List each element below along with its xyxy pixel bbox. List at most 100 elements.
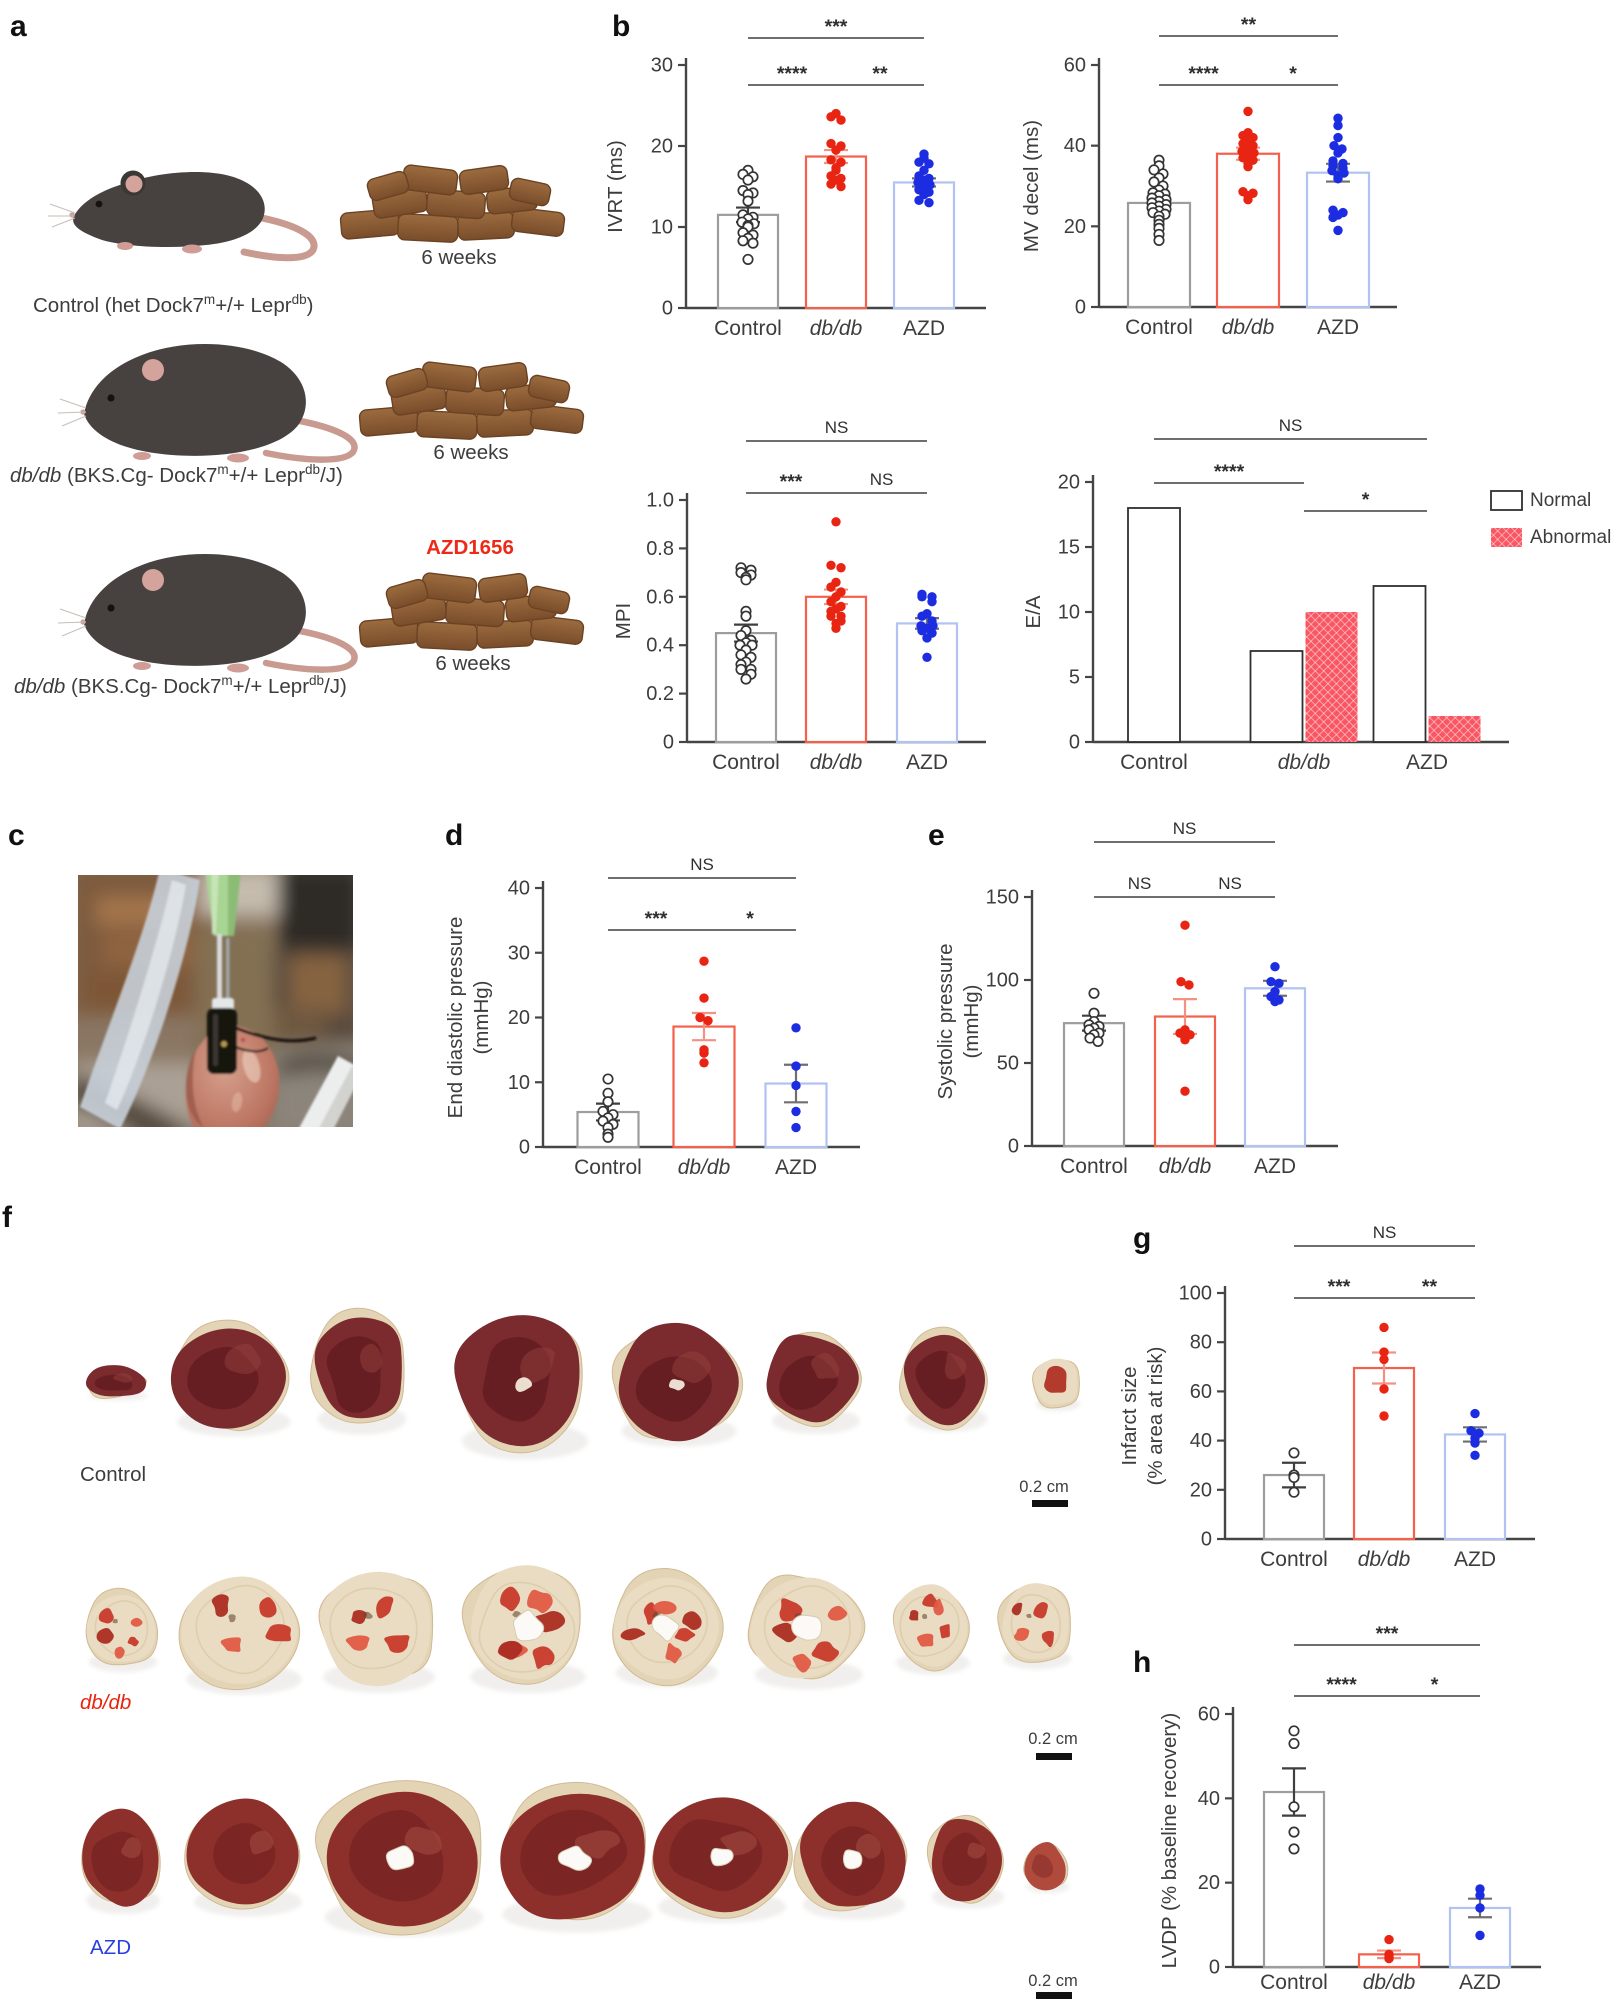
data-point <box>740 574 752 586</box>
heart-slice <box>454 1315 588 1460</box>
photo-tube-highlight <box>105 880 186 1110</box>
data-point <box>747 237 759 249</box>
points-Control <box>1288 1447 1300 1498</box>
x-category-label: AZD <box>775 1156 817 1179</box>
x-category-label: AZD <box>1254 1155 1296 1178</box>
slice-infarct-patch <box>498 1640 523 1660</box>
sig-label: **** <box>1326 1674 1357 1696</box>
data-point <box>1180 1086 1190 1096</box>
bar-db/db <box>1352 1366 1416 1541</box>
y-tick-label: 0.6 <box>646 586 674 608</box>
y-tick-label: 0 <box>1008 1136 1019 1158</box>
y-tick-label: 150 <box>986 887 1019 909</box>
slice-speck <box>363 1611 373 1619</box>
mouse-label-dbdb: db/db (BKS.Cg- Dock7m+/+ Leprdb/J) <box>10 462 343 487</box>
data-point <box>1384 1934 1394 1945</box>
heart-slice <box>310 1307 407 1435</box>
data-point <box>791 1122 801 1133</box>
x-category-label: db/db <box>1358 1548 1411 1571</box>
slice-ring <box>478 1581 576 1673</box>
data-point <box>826 155 836 165</box>
slice-patch <box>404 1826 442 1855</box>
f-row-label-azd: AZD <box>90 1936 131 1959</box>
y-tick-label: 20 <box>651 136 673 158</box>
photo-cannula2 <box>226 938 230 1006</box>
slice-infarct-patch <box>130 1617 143 1627</box>
food-pellet <box>529 615 585 645</box>
x-category-label: Control <box>574 1156 642 1179</box>
chart-axes-e_sp: 0 50 100 150 <box>986 887 1338 1158</box>
points-AZD <box>791 1023 801 1133</box>
slice-lumen <box>790 1614 823 1641</box>
data-point <box>1333 225 1343 236</box>
y-tick-label: 20 <box>1058 472 1080 494</box>
y-tick-label: 0 <box>1209 1957 1220 1979</box>
f-row-control <box>85 1307 1081 1460</box>
slice-patch <box>855 1833 881 1859</box>
panel-letter-e: e <box>928 819 945 852</box>
bar-AZD-Normal <box>1372 585 1427 743</box>
mouse-label-dbdb-azd: db/db (BKS.Cg- Dock7m+/+ Leprdb/J) <box>14 673 347 698</box>
mouse-dbdb-azd <box>58 554 355 672</box>
slice-infarct-patch <box>211 1594 229 1617</box>
chart-g_inf: 0 20 40 60 80 100 Infarct size (% area at risk)… <box>1118 1223 1535 1571</box>
points-Control <box>734 562 758 685</box>
panel-letter-g: g <box>1133 1222 1151 1255</box>
slice-ring <box>329 1587 418 1670</box>
y-tick-label: 40 <box>1190 1430 1212 1452</box>
data-point <box>602 1096 614 1108</box>
slice-infarct-patch <box>682 1611 702 1631</box>
slice-speck <box>228 1614 236 1623</box>
data-point <box>1270 962 1280 972</box>
data-point <box>1384 1953 1394 1964</box>
bar-AZD <box>1443 1433 1507 1541</box>
y-tick-label: 0.2 <box>646 683 674 705</box>
photo-heart-shade <box>186 1050 204 1127</box>
data-point <box>1243 195 1253 205</box>
bar-AZD <box>1243 987 1307 1148</box>
points-AZD <box>1466 1408 1484 1461</box>
data-point <box>1333 132 1343 143</box>
legend: Normal Abnormal <box>1490 490 1611 548</box>
photo-transducer-shine <box>213 1014 218 1066</box>
heart-slice <box>1023 1841 1070 1893</box>
data-point <box>1088 987 1100 999</box>
heart-slice <box>926 1814 1004 1909</box>
heart-slice <box>892 1584 970 1675</box>
slice-lumen <box>651 1614 680 1642</box>
data-point <box>740 673 752 685</box>
data-point <box>1328 212 1338 223</box>
photo-thread2 <box>232 1044 269 1053</box>
y-tick-label: 60 <box>1198 1704 1220 1726</box>
bar-Control-Normal <box>1127 507 1181 743</box>
photo-heart-highlight <box>242 1049 261 1083</box>
slice-infarct-patch <box>265 1624 292 1642</box>
sig-label: NS <box>1128 874 1152 893</box>
heart-slice <box>318 1571 435 1693</box>
data-point <box>826 596 836 607</box>
slice-patch <box>672 1351 711 1384</box>
y-tick-label: 0 <box>662 298 673 320</box>
panel-letter-f: f <box>2 1201 13 1234</box>
data-point <box>826 582 836 592</box>
sig-label: NS <box>870 470 894 489</box>
panel-a: Control (het Dock7m+/+ Leprdb) db/db (BK… <box>10 164 585 698</box>
points-Control <box>1288 1725 1300 1855</box>
photo-bg-dark <box>278 875 353 957</box>
y-axis-title: MPI <box>612 603 635 639</box>
x-category-label: AZD <box>1454 1548 1496 1571</box>
slice-patch <box>113 1373 133 1383</box>
data-point <box>1266 976 1276 987</box>
heart-slice <box>178 1576 302 1695</box>
data-point <box>924 159 934 169</box>
heart-slice <box>793 1801 908 1920</box>
data-point <box>826 112 836 122</box>
data-point <box>1288 1725 1300 1737</box>
data-point <box>791 1061 801 1071</box>
heart-slice <box>997 1583 1072 1670</box>
panel-c-photo <box>78 875 353 1127</box>
food-pellet <box>366 170 410 202</box>
slice-ring <box>899 1595 960 1658</box>
photo-suture-mark <box>240 1037 246 1043</box>
data-point <box>927 596 937 607</box>
